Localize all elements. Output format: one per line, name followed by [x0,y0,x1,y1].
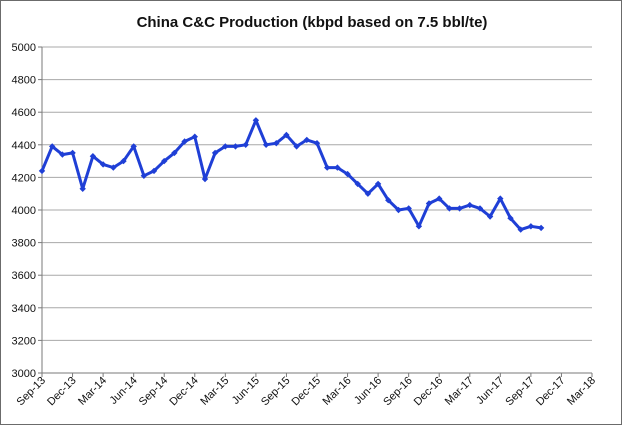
data-point [507,215,514,222]
x-tick-label: Dec-15 [290,375,324,409]
data-point [110,164,117,171]
x-tick-label: Mar-17 [443,375,476,408]
x-tick-label: Sep-15 [259,375,293,409]
data-point [425,200,433,207]
data-point [69,149,76,157]
data-point [486,213,494,220]
x-tick-label: Jun-15 [230,375,262,407]
data-point [89,153,97,160]
gridlines [42,46,592,374]
y-tick-label: 3800 [12,238,36,250]
data-point [201,175,209,183]
data-point [120,157,127,165]
data-point [436,195,443,202]
data-point [242,141,249,148]
data-point [415,223,423,230]
x-tick-label: Dec-13 [45,375,79,409]
data-point [324,164,331,171]
y-tick-label: 4400 [12,140,36,152]
data-point [456,205,463,212]
data-point [59,151,66,158]
data-point [38,167,46,175]
data-point [232,143,239,150]
data-point [517,226,524,233]
data-point [273,140,280,147]
data-point [222,143,229,150]
chart-title: China C&C Production (kbpd based on 7.5 … [137,14,488,31]
data-point [497,195,504,202]
data-point [150,167,158,175]
data-point [466,201,473,209]
data-point [130,143,137,150]
data-point [283,131,290,139]
x-tick-label: Mar-15 [198,375,231,408]
y-tick-label: 3200 [12,335,36,347]
y-tick-label: 5000 [12,42,36,54]
y-tick-label: 3000 [12,368,36,380]
y-tick-label: 4000 [12,205,36,217]
y-tick-label: 3400 [12,303,36,315]
x-tick-label: Sep-16 [381,375,415,409]
data-point [354,180,361,188]
y-tick-label: 4800 [12,75,36,87]
data-point [161,157,168,165]
x-tick-label: Jun-17 [474,375,506,407]
data-point [262,141,270,148]
data-point [405,205,412,212]
x-tick-label: Mar-14 [76,375,109,408]
y-tick-labels: 3000 3200 3400 3600 3800 4000 4200 4400 4600 4800… [12,42,36,380]
y-tick-label: 4200 [12,172,36,184]
axes [38,46,593,377]
series-line [40,118,542,232]
series-group [38,117,545,233]
data-point [140,172,148,179]
x-tick-label: Dec-14 [167,375,201,409]
data-point [191,133,198,140]
data-point [99,161,107,168]
x-tick-label: Dec-17 [534,375,568,409]
x-tick-label: Sep-14 [137,375,171,409]
data-point [395,206,402,214]
x-tick-label: Sep-17 [503,375,537,409]
y-tick-label: 4600 [12,107,36,119]
data-point [446,205,453,212]
data-point [313,140,321,147]
data-point [476,205,484,212]
data-point [344,170,351,178]
data-point [374,180,382,188]
x-tick-label: Mar-16 [321,375,354,408]
data-point [303,136,310,144]
data-point [364,190,372,197]
x-tick-label: Mar-18 [565,375,598,408]
data-point [334,164,341,171]
data-point [181,138,188,145]
x-tick-labels: Sep-13Dec-13Mar-14Jun-14Sep-14Dec-14Mar-… [15,375,599,409]
y-tick-label: 3600 [12,270,36,282]
x-tick-label: Dec-16 [412,375,446,409]
data-point [252,117,260,124]
data-point [537,224,545,232]
data-point [385,197,392,204]
x-tick-label: Jun-14 [108,375,140,407]
data-point [79,185,86,192]
data-point [171,149,178,157]
data-point [293,143,300,150]
x-tick-label: Jun-16 [352,375,384,407]
data-point [211,149,219,157]
data-point [527,223,535,230]
data-point [49,143,56,150]
